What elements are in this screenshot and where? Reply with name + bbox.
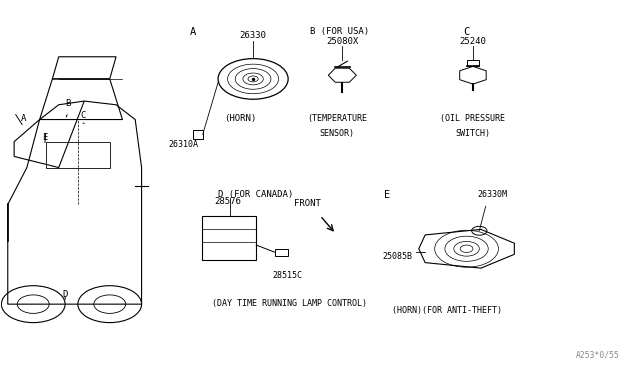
Text: A: A	[189, 27, 196, 37]
Text: (TEMPERATURE: (TEMPERATURE	[307, 114, 367, 123]
Text: C: C	[80, 110, 86, 119]
Text: D (FOR CANADA): D (FOR CANADA)	[218, 190, 293, 199]
Text: 26310A: 26310A	[168, 140, 198, 149]
Text: 25080X: 25080X	[326, 37, 358, 46]
Text: C: C	[463, 27, 470, 37]
Text: E: E	[42, 133, 47, 142]
Text: 25085B: 25085B	[382, 251, 412, 261]
Text: B (FOR USA): B (FOR USA)	[310, 27, 369, 36]
Text: FRONT: FRONT	[294, 199, 321, 208]
Text: (DAY TIME RUNNING LAMP CONTROL): (DAY TIME RUNNING LAMP CONTROL)	[212, 299, 367, 308]
Text: SENSOR): SENSOR)	[320, 129, 355, 138]
Text: (HORN): (HORN)	[224, 114, 257, 123]
Text: 26330: 26330	[239, 31, 266, 40]
Text: A253*0/55: A253*0/55	[575, 350, 620, 359]
Text: B: B	[66, 99, 71, 109]
Text: 25240: 25240	[460, 37, 486, 46]
Text: 28576: 28576	[214, 197, 241, 206]
Text: SWITCH): SWITCH)	[456, 129, 490, 138]
Text: (OIL PRESSURE: (OIL PRESSURE	[440, 114, 506, 123]
Text: E: E	[384, 190, 390, 200]
Text: A: A	[21, 114, 26, 123]
Text: 26330M: 26330M	[477, 190, 507, 199]
Text: D: D	[63, 290, 68, 299]
Text: (HORN)(FOR ANTI-THEFT): (HORN)(FOR ANTI-THEFT)	[392, 306, 502, 315]
Text: 28515C: 28515C	[272, 271, 302, 280]
